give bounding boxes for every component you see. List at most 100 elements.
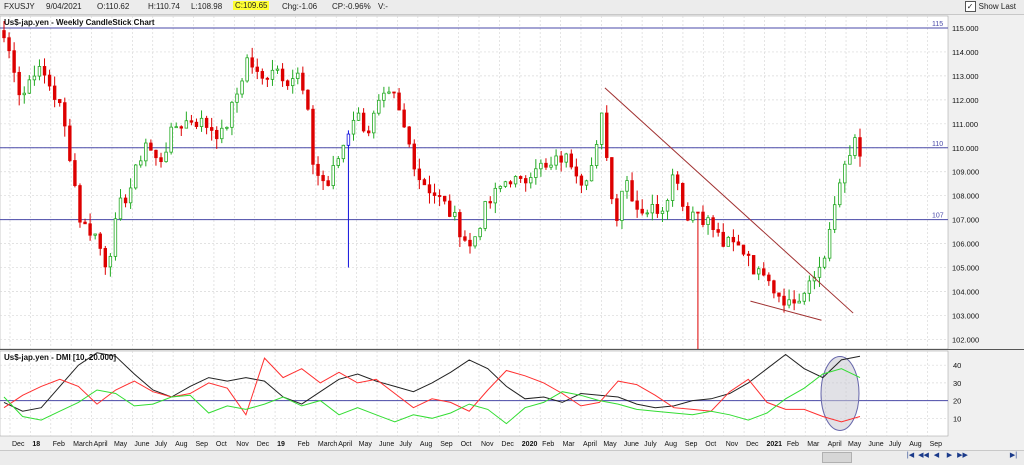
bearish-candle: [569, 153, 573, 168]
horizontal-scrollbar[interactable]: [0, 450, 1024, 465]
bullish-candle: [473, 236, 477, 247]
scroll-last-icon[interactable]: ▶|: [1009, 452, 1018, 459]
bearish-candle: [397, 92, 401, 111]
bearish-candle: [392, 91, 396, 94]
bullish-candle: [108, 255, 113, 268]
bearish-candle: [518, 176, 523, 179]
scroll-first-icon[interactable]: |◀: [906, 452, 915, 459]
bearish-candle: [640, 208, 644, 214]
scroll-back-icon[interactable]: ◀◀: [918, 452, 929, 459]
scroll-forward-icon[interactable]: ▶▶: [957, 452, 968, 459]
y-tick-label: 108.000: [952, 192, 979, 201]
bearish-candle: [767, 274, 771, 282]
bullish-candle: [164, 151, 168, 163]
bearish-candle: [468, 239, 472, 247]
scroll-left-icon[interactable]: ◀: [933, 452, 940, 459]
bullish-candle: [802, 292, 806, 302]
bullish-candle: [377, 99, 381, 114]
bearish-candle: [63, 102, 67, 127]
bearish-candle: [179, 126, 183, 129]
bearish-candle: [285, 80, 290, 87]
low-value: L:108.98: [191, 2, 223, 11]
level-label: 110: [932, 141, 943, 148]
dmi-y-tick-label: 40: [953, 361, 961, 370]
bearish-candle: [58, 99, 62, 104]
bullish-candle: [245, 57, 249, 82]
bearish-candle: [448, 200, 452, 217]
bearish-candle: [42, 66, 47, 76]
bearish-candle: [326, 180, 330, 186]
bullish-candle: [346, 133, 351, 146]
bearish-candle: [463, 236, 467, 241]
bullish-candle: [599, 112, 604, 145]
level-label: 107: [932, 213, 944, 220]
bullish-candle: [832, 204, 837, 230]
bearish-candle: [88, 223, 92, 236]
x-tick-label: Aug: [175, 441, 188, 448]
bearish-candle: [366, 130, 371, 134]
bearish-candle: [772, 280, 776, 294]
bullish-candle: [199, 117, 204, 127]
x-tick-label: March: [318, 441, 338, 448]
y-tick-label: 106.000: [952, 240, 979, 249]
y-tick-label: 115.000: [952, 24, 979, 33]
y-tick-label: 103.000: [952, 311, 979, 320]
show-last-toggle[interactable]: ✓ Show Last: [964, 1, 1016, 12]
dmi-series-line: [3, 357, 861, 423]
x-tick-label: June: [379, 441, 394, 448]
change-value: Chg:-1.06: [282, 2, 318, 11]
bullish-candle: [341, 144, 346, 160]
bearish-candle: [407, 126, 411, 145]
x-tick-label: Feb: [542, 441, 554, 448]
scroll-right-icon[interactable]: ▶: [946, 452, 953, 459]
bearish-candle: [615, 198, 619, 221]
trendline: [604, 87, 854, 314]
x-tick-label: Nov: [236, 441, 249, 448]
bearish-candle: [681, 182, 685, 207]
close-value: C:109.65: [233, 1, 270, 10]
bearish-candle: [716, 229, 720, 233]
bullish-candle: [174, 126, 178, 129]
scrollbar-thumb[interactable]: [822, 452, 852, 463]
bullish-candle: [240, 80, 244, 95]
x-tick-label: Feb: [787, 441, 799, 448]
bearish-candle: [442, 195, 447, 202]
bullish-candle: [827, 228, 832, 259]
bearish-candle: [635, 200, 639, 210]
level-label: 115: [932, 21, 943, 28]
bearish-candle: [204, 117, 209, 128]
bullish-candle: [336, 158, 340, 166]
show-last-checkbox[interactable]: ✓: [964, 1, 976, 12]
bullish-candle: [27, 79, 32, 94]
bearish-candle: [280, 68, 285, 82]
bullish-candle: [706, 217, 710, 225]
main-plot-area: [0, 15, 949, 350]
bullish-candle: [513, 176, 518, 185]
dmi-y-tick-label: 20: [953, 397, 961, 406]
bullish-candle: [554, 155, 558, 166]
bullish-candle: [113, 218, 118, 257]
bullish-candle: [220, 127, 224, 140]
bullish-candle: [372, 112, 376, 134]
bearish-candle: [731, 236, 736, 243]
bullish-candle: [139, 160, 143, 166]
x-tick-label: Feb: [53, 441, 65, 448]
x-tick-label: Mar: [807, 441, 820, 448]
x-tick-label: Dec: [257, 441, 270, 448]
bearish-candle: [686, 205, 690, 221]
bullish-candle: [225, 126, 229, 129]
bearish-candle: [321, 175, 325, 182]
bearish-candle: [265, 77, 270, 80]
x-tick-label: Sep: [930, 441, 943, 448]
bullish-candle: [564, 153, 568, 163]
y-tick-label: 107.000: [952, 216, 979, 225]
bearish-candle: [427, 184, 432, 194]
bearish-candle: [250, 57, 254, 68]
x-tick-label: Dec: [12, 441, 25, 448]
y-tick-label: 105.000: [952, 264, 979, 273]
trendline: [750, 300, 822, 321]
bearish-candle: [260, 71, 265, 79]
bullish-candle: [787, 299, 791, 306]
bullish-candle: [650, 204, 655, 214]
